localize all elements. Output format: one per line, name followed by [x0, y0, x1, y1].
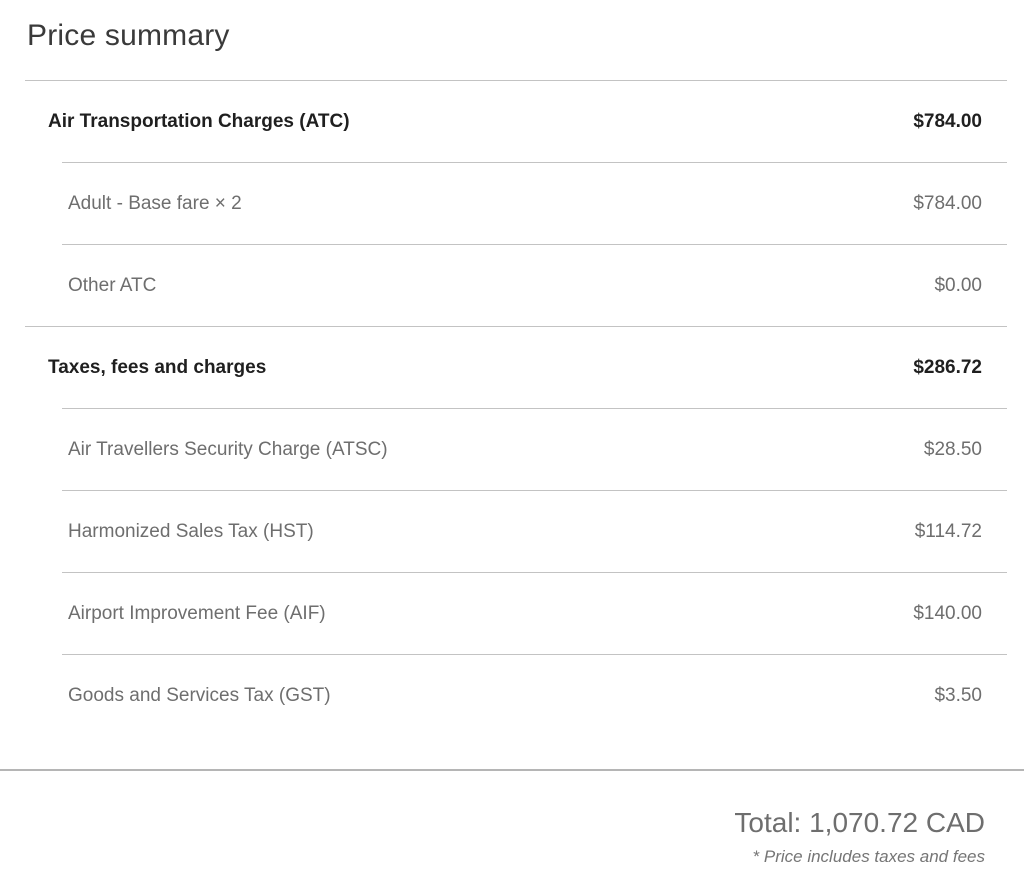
- total-amount: Total: 1,070.72 CAD: [734, 807, 985, 838]
- fee-row-aif: Airport Improvement Fee (AIF) $140.00: [0, 573, 1024, 654]
- row-divider: [62, 162, 1007, 163]
- row-divider: [62, 572, 1007, 573]
- fee-row-label: Adult - Base fare × 2: [68, 192, 242, 214]
- fee-row-label: Goods and Services Tax (GST): [68, 684, 331, 706]
- fee-row-hst: Harmonized Sales Tax (HST) $114.72: [0, 491, 1024, 572]
- page-title: Price summary: [27, 19, 230, 52]
- section-header-row-atc: Air Transportation Charges (ATC) $784.00: [0, 81, 1024, 162]
- row-divider: [62, 244, 1007, 245]
- fee-row-amount: $140.00: [913, 602, 982, 624]
- title-divider: [25, 80, 1007, 81]
- row-divider: [62, 408, 1007, 409]
- spacer: [0, 736, 1024, 769]
- fee-row-amount: $114.72: [914, 520, 982, 542]
- total-divider: [0, 769, 1024, 771]
- fee-row-atsc: Air Travellers Security Charge (ATSC) $2…: [0, 409, 1024, 490]
- section-header-row-taxes: Taxes, fees and charges $286.72: [0, 327, 1024, 408]
- fee-row-adult-base-fare: Adult - Base fare × 2 $784.00: [0, 163, 1024, 244]
- fee-row-label: Airport Improvement Fee (AIF): [68, 602, 326, 624]
- row-divider: [62, 654, 1007, 655]
- fee-row-other-atc: Other ATC $0.00: [0, 245, 1024, 326]
- fee-row-amount: $28.50: [923, 438, 982, 460]
- fee-row-amount: $0.00: [934, 274, 982, 296]
- fee-row-label: Harmonized Sales Tax (HST): [68, 520, 314, 542]
- fee-row-amount: $3.50: [934, 684, 982, 706]
- fee-row-label: Air Travellers Security Charge (ATSC): [68, 438, 388, 460]
- section-header-label: Taxes, fees and charges: [48, 356, 267, 378]
- fee-row-label: Other ATC: [68, 274, 157, 296]
- fee-row-gst: Goods and Services Tax (GST) $3.50: [0, 655, 1024, 736]
- fee-row-amount: $784.00: [913, 192, 982, 214]
- section-header-label: Air Transportation Charges (ATC): [48, 110, 350, 132]
- row-divider: [62, 490, 1007, 491]
- section-header-amount: $286.72: [913, 356, 982, 378]
- section-header-amount: $784.00: [913, 110, 982, 132]
- section-divider: [25, 326, 1007, 327]
- total-block: Total: 1,070.72 CAD * Price includes tax…: [0, 771, 1024, 867]
- price-footnote: * Price includes taxes and fees: [752, 847, 985, 866]
